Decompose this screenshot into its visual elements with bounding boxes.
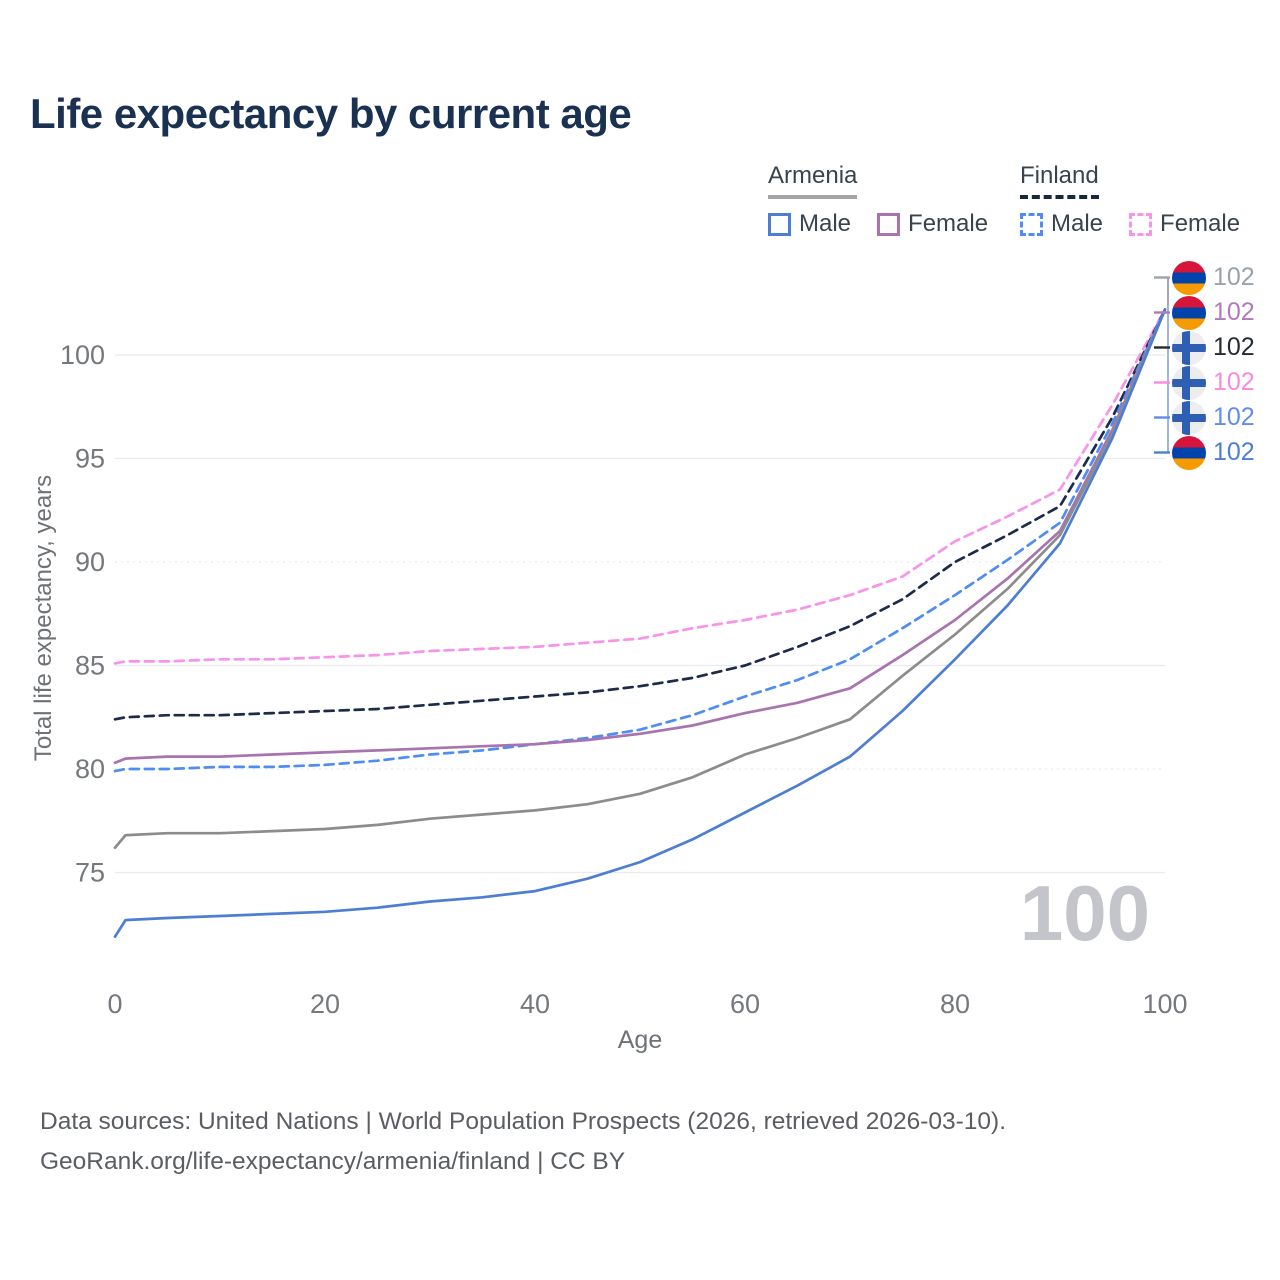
y-tick-label-85: 85 <box>75 651 105 681</box>
footer: Data sources: United Nations | World Pop… <box>40 1102 1006 1183</box>
x-tick-label-60: 60 <box>730 989 760 1019</box>
finland-flag-icon <box>1172 330 1206 365</box>
finland-female-swatch-icon <box>1129 212 1153 236</box>
x-tick-label-80: 80 <box>940 989 970 1019</box>
end-label-row-finland-both: 102 <box>1172 330 1255 365</box>
legend-heading-finland[interactable]: Finland <box>1020 162 1099 199</box>
finland-flag-icon <box>1172 400 1206 435</box>
armenia-male-swatch-icon <box>768 212 791 236</box>
armenia-female-swatch-icon <box>877 212 901 236</box>
end-label-row-armenia-both: 102 <box>1172 260 1255 295</box>
y-tick-label-90: 90 <box>75 547 105 577</box>
legend-group-armenia: Armenia Male Female <box>768 162 988 238</box>
end-label-row-finland-male: 102 <box>1172 400 1255 435</box>
end-label-value-armenia-both: 102 <box>1213 263 1255 291</box>
series-line-armenia-both-sexes[interactable] <box>113 308 1167 850</box>
end-label-value-finland-male: 102 <box>1213 403 1255 431</box>
finland-male-swatch-icon <box>1020 212 1043 236</box>
x-tick-label-40: 40 <box>520 989 550 1019</box>
legend-item-finland-female[interactable]: Female <box>1129 210 1240 238</box>
end-label-row-armenia-male: 102 <box>1172 435 1255 470</box>
legend-item-label: Female <box>908 210 989 237</box>
legend-items-armenia: Male Female <box>768 210 988 238</box>
legend-heading-armenia[interactable]: Armenia <box>768 162 858 199</box>
armenia-flag-icon <box>1172 295 1206 330</box>
end-label-value-armenia-male: 102 <box>1213 438 1255 466</box>
hover-age-watermark: 100 <box>1019 869 1150 957</box>
legend-group-finland: Finland Male Female <box>1020 162 1240 238</box>
x-tick-label-100: 100 <box>1142 989 1187 1019</box>
end-label-row-finland-female: 102 <box>1172 365 1255 400</box>
armenia-flag-icon <box>1172 260 1206 295</box>
x-axis-title: Age <box>617 1026 663 1054</box>
series-line-finland-male[interactable] <box>113 308 1167 773</box>
page-title: Life expectancy by current age <box>30 90 632 137</box>
legend-item-label: Female <box>1160 210 1241 237</box>
end-label-value-finland-both: 102 <box>1213 333 1255 361</box>
finland-flag-icon <box>1172 365 1206 400</box>
series-line-armenia-male[interactable] <box>113 308 1167 939</box>
y-tick-label-95: 95 <box>75 444 105 474</box>
footer-attribution: GeoRank.org/life-expectancy/armenia/finl… <box>40 1148 626 1176</box>
y-tick-label-100: 100 <box>60 340 105 370</box>
legend-item-armenia-female[interactable]: Female <box>877 210 988 238</box>
legend-item-label: Male <box>1051 210 1104 237</box>
x-tick-label-0: 0 <box>107 989 122 1019</box>
legend-item-armenia-male[interactable]: Male <box>768 210 851 238</box>
x-tick-label-20: 20 <box>310 989 340 1019</box>
y-axis-title: Total life expectancy, years <box>30 474 57 762</box>
footer-data-sources: Data sources: United Nations | World Pop… <box>40 1108 1007 1135</box>
end-label-value-finland-female: 102 <box>1213 368 1255 396</box>
end-label-value-armenia-female: 102 <box>1213 298 1255 326</box>
legend-items-finland: Male Female <box>1020 210 1240 238</box>
series-line-finland-female[interactable] <box>113 308 1167 665</box>
series-line-finland-both-sexes[interactable] <box>113 308 1167 721</box>
armenia-flag-icon <box>1172 435 1206 470</box>
legend-item-label: Male <box>799 210 852 237</box>
end-label-row-armenia-female: 102 <box>1172 295 1255 330</box>
legend-item-finland-male[interactable]: Male <box>1020 210 1103 238</box>
y-tick-label-80: 80 <box>75 754 105 784</box>
y-tick-label-75: 75 <box>75 858 105 888</box>
series-line-armenia-female[interactable] <box>113 308 1167 765</box>
